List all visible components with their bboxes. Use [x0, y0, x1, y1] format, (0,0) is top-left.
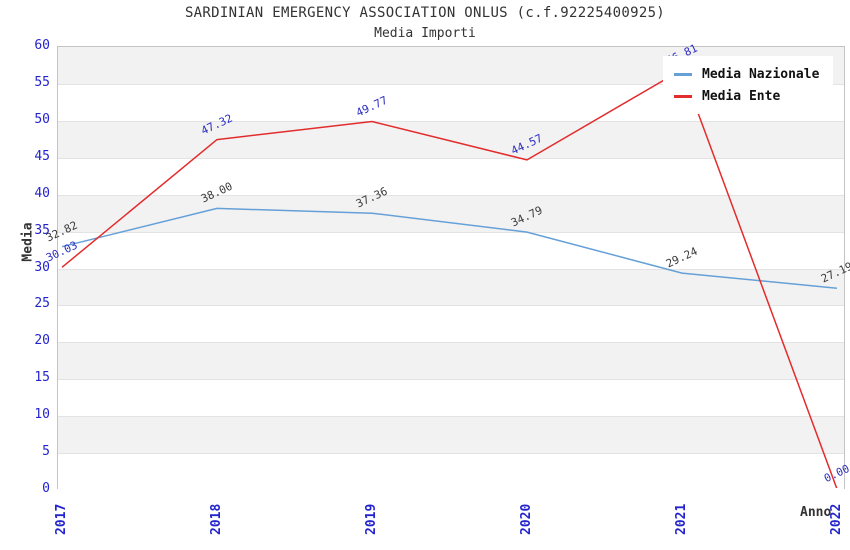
y-tick-label: 55: [34, 74, 50, 90]
plot-band: [58, 268, 844, 306]
y-tick-label: 30: [34, 259, 50, 275]
legend-swatch-ente-icon: [674, 94, 692, 98]
plot-band: [58, 342, 844, 380]
plot-band: [58, 305, 844, 343]
x-tick-label: 2022: [829, 503, 844, 535]
legend-item-media-nazionale: Media Nazionale: [674, 63, 819, 85]
y-tick-label: 45: [34, 148, 50, 164]
x-tick-label: 2020: [519, 503, 534, 535]
gridline: [58, 416, 844, 418]
y-tick-label: 5: [42, 444, 50, 460]
gridline: [58, 83, 844, 85]
y-tick-label: 40: [34, 185, 50, 201]
y-tick-label: 25: [34, 296, 50, 312]
x-tick-label: 2021: [674, 503, 689, 535]
gridline: [58, 305, 844, 307]
chart-title: SARDINIAN EMERGENCY ASSOCIATION ONLUS (c…: [184, 5, 666, 21]
plot-band: [58, 379, 844, 417]
y-tick-label: 35: [34, 222, 50, 238]
plot-band: [58, 453, 844, 490]
gridline: [58, 231, 844, 233]
y-tick-label: 15: [34, 370, 50, 386]
gridline: [58, 379, 844, 381]
chart-subtitle: Media Importi: [374, 26, 476, 41]
y-tick-label: 0: [42, 481, 50, 496]
plot-area: [57, 46, 845, 490]
plot-band: [58, 194, 844, 232]
legend-item-media-ente: Media Ente: [674, 85, 819, 107]
y-tick-label: 10: [34, 407, 50, 423]
gridline: [58, 120, 844, 122]
line-series-canvas: [61, 68, 838, 488]
x-tick-label: 2018: [209, 503, 224, 535]
series-line-nazionale: [61, 207, 838, 289]
plot-band: [58, 416, 844, 454]
x-tick-label: 2017: [54, 503, 69, 535]
y-axis-label: Media: [20, 222, 36, 262]
legend-label: Media Ente: [702, 88, 781, 104]
plot-band: [58, 231, 844, 269]
gridline: [58, 268, 844, 270]
y-tick-label: 60: [34, 38, 50, 53]
x-axis-label: Anno: [800, 505, 832, 520]
legend: Media Nazionale Media Ente: [663, 56, 834, 114]
series-line-ente: [61, 68, 838, 488]
y-tick-label: 50: [34, 111, 50, 127]
x-tick-label: 2019: [364, 503, 379, 535]
gridline: [58, 453, 844, 455]
plot-band: [58, 157, 844, 195]
legend-swatch-nazionale-icon: [674, 72, 692, 76]
gridline: [58, 157, 844, 159]
y-tick-label: 20: [34, 333, 50, 349]
gridline: [58, 194, 844, 196]
legend-label: Media Nazionale: [702, 66, 820, 82]
gridline: [58, 342, 844, 344]
